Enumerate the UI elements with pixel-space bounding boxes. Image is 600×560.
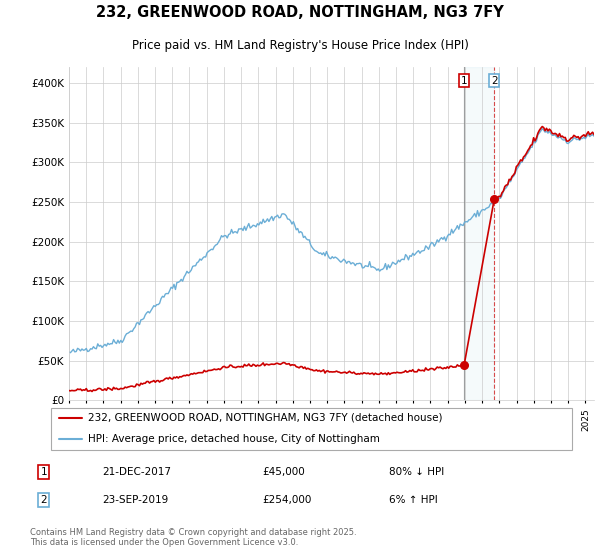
Text: 1: 1 xyxy=(461,76,467,86)
Text: £45,000: £45,000 xyxy=(262,467,305,477)
Text: 6% ↑ HPI: 6% ↑ HPI xyxy=(389,495,437,505)
Text: Price paid vs. HM Land Registry's House Price Index (HPI): Price paid vs. HM Land Registry's House … xyxy=(131,39,469,53)
Text: Contains HM Land Registry data © Crown copyright and database right 2025.
This d: Contains HM Land Registry data © Crown c… xyxy=(30,528,356,547)
Text: 21-DEC-2017: 21-DEC-2017 xyxy=(102,467,171,477)
Text: 232, GREENWOOD ROAD, NOTTINGHAM, NG3 7FY: 232, GREENWOOD ROAD, NOTTINGHAM, NG3 7FY xyxy=(96,6,504,20)
FancyBboxPatch shape xyxy=(50,408,572,450)
Text: 2: 2 xyxy=(491,76,497,86)
Text: 2: 2 xyxy=(40,495,47,505)
Text: 1: 1 xyxy=(40,467,47,477)
Text: £254,000: £254,000 xyxy=(262,495,311,505)
Bar xyxy=(464,67,494,400)
Text: 232, GREENWOOD ROAD, NOTTINGHAM, NG3 7FY (detached house): 232, GREENWOOD ROAD, NOTTINGHAM, NG3 7FY… xyxy=(88,413,442,423)
Text: HPI: Average price, detached house, City of Nottingham: HPI: Average price, detached house, City… xyxy=(88,435,379,445)
Text: 23-SEP-2019: 23-SEP-2019 xyxy=(102,495,168,505)
Text: 80% ↓ HPI: 80% ↓ HPI xyxy=(389,467,444,477)
